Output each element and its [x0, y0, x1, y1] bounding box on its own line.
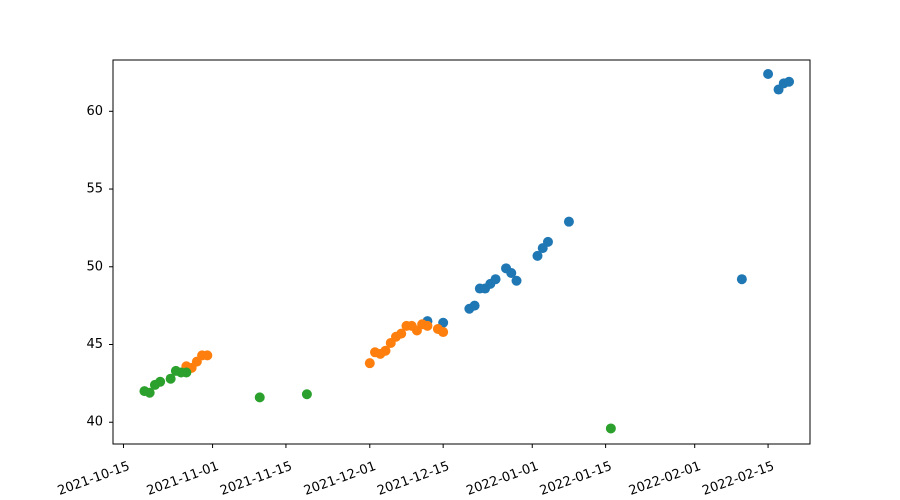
- data-point: [542, 236, 553, 247]
- plot-area-frame: [112, 59, 811, 445]
- series-0: [422, 68, 795, 328]
- data-point: [165, 373, 176, 384]
- data-point: [490, 274, 501, 285]
- y-tick-label: 55: [86, 182, 103, 197]
- data-point: [605, 423, 616, 434]
- data-point: [563, 216, 574, 227]
- data-point: [144, 387, 155, 398]
- series-2: [139, 365, 616, 434]
- data-point: [254, 392, 265, 403]
- data-point: [202, 350, 213, 361]
- y-tick-label: 50: [86, 259, 103, 274]
- data-point: [155, 376, 166, 387]
- data-point: [422, 320, 433, 331]
- data-points: [139, 68, 795, 434]
- data-point: [736, 274, 747, 285]
- y-axis: 40 45 50 55 60: [86, 104, 113, 430]
- y-tick-label: 40: [86, 415, 103, 430]
- y-tick-label: 45: [86, 337, 103, 352]
- data-point: [181, 367, 192, 378]
- data-point: [301, 389, 312, 400]
- data-point: [438, 327, 449, 338]
- data-point: [763, 68, 774, 79]
- y-tick-label: 60: [86, 104, 103, 119]
- data-point: [511, 275, 522, 286]
- data-point: [364, 358, 375, 369]
- data-point: [469, 300, 480, 311]
- data-point: [380, 345, 391, 356]
- data-point: [506, 267, 517, 278]
- data-point: [532, 250, 543, 261]
- data-point: [784, 76, 795, 87]
- data-point: [396, 328, 407, 339]
